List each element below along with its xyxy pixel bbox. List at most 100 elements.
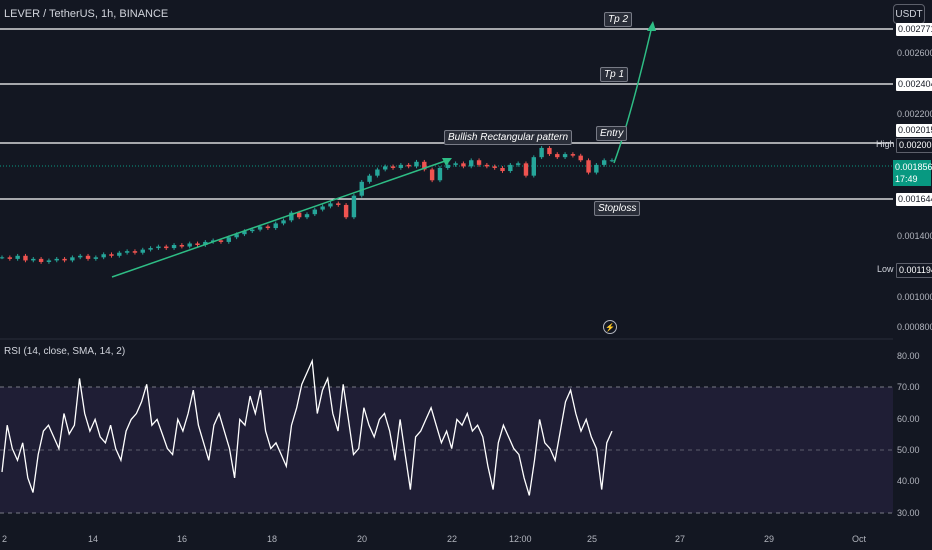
candle-body: [93, 257, 99, 259]
candle-body: [312, 209, 318, 215]
time-tick: 12:00: [509, 534, 532, 544]
time-tick: 29: [764, 534, 775, 544]
candle-body: [398, 164, 404, 168]
candle-body: [289, 212, 294, 221]
candle-body: [195, 243, 200, 246]
candle-body: [70, 257, 75, 261]
candle-body: [609, 160, 615, 162]
candle-body: [242, 231, 247, 235]
lightning-icon[interactable]: ⚡: [603, 320, 617, 334]
candle-body: [54, 258, 59, 261]
stoploss-price-tag: 0.001644: [896, 193, 932, 206]
rsi-title[interactable]: RSI (14, close, SMA, 14, 2): [4, 346, 126, 357]
rsi-tick: 70.00: [897, 382, 920, 392]
candle-body: [296, 212, 302, 218]
rsi-tick: 30.00: [897, 508, 920, 518]
candle-body: [547, 147, 552, 155]
rsi-band: [0, 387, 893, 513]
low-label: Low: [877, 264, 894, 274]
tp2-price-tag: 0.002771: [896, 23, 932, 36]
time-tick: 25: [587, 534, 598, 544]
symbol-title[interactable]: LEVER / TetherUS, 1h, BINANCE: [4, 8, 169, 20]
candle-body: [179, 245, 185, 247]
rsi-tick: 60.00: [897, 414, 920, 424]
candle-body: [500, 167, 505, 172]
candle-body: [453, 163, 458, 165]
candle-body: [328, 203, 333, 207]
candle-body: [164, 246, 169, 249]
candle-body: [562, 154, 568, 158]
candle-body: [343, 204, 349, 218]
candle-body: [265, 226, 271, 229]
candle-body: [492, 166, 497, 168]
tp2-annotation[interactable]: Tp 2: [604, 12, 633, 27]
currency-button[interactable]: USDT: [893, 4, 925, 24]
candle-body: [234, 234, 239, 238]
candle-body: [406, 164, 411, 167]
candle-body: [31, 258, 36, 261]
price-tick: 0.001000: [897, 292, 932, 302]
candle-body: [437, 167, 443, 181]
projection-arrow: [613, 25, 653, 164]
candle-body: [117, 252, 122, 256]
candle-body: [124, 251, 130, 253]
candle-body: [429, 169, 435, 181]
high-label: High: [876, 139, 895, 149]
candle-body: [375, 169, 380, 176]
price-tick: 0.001400: [897, 231, 932, 241]
candle-body: [422, 161, 427, 170]
candle-body: [171, 245, 177, 249]
candles-group: [0, 146, 615, 264]
candle-body: [0, 257, 5, 259]
pattern-trend-arrow: [111, 159, 449, 278]
rsi-line: [1, 358, 613, 496]
candle-body: [273, 223, 278, 229]
pattern-trend-arrowhead: [442, 158, 452, 166]
candle-body: [461, 163, 466, 167]
candle-body: [367, 175, 372, 182]
rsi-tick: 80.00: [897, 351, 920, 361]
time-tick: 20: [357, 534, 368, 544]
candle-body: [539, 147, 544, 158]
time-tick: 22: [447, 534, 458, 544]
candle-body: [148, 248, 153, 250]
candle-body: [78, 255, 83, 258]
candle-body: [226, 237, 231, 242]
candle-body: [555, 154, 560, 158]
candle-body: [414, 161, 419, 167]
candle-body: [203, 241, 208, 246]
candle-body: [320, 206, 325, 210]
tp1-annotation[interactable]: Tp 1: [600, 67, 629, 82]
time-tick: 27: [675, 534, 686, 544]
bar-countdown: 17:49: [895, 174, 918, 184]
rsi-tick: 40.00: [897, 476, 920, 486]
candle-body: [132, 251, 138, 253]
candle-body: [359, 181, 364, 196]
candle-body: [351, 195, 357, 218]
candle-body: [85, 255, 91, 259]
candle-body: [156, 246, 161, 249]
candle-body: [336, 203, 341, 205]
candle-body: [109, 254, 114, 256]
stoploss-annotation[interactable]: Stoploss: [594, 201, 641, 216]
pattern-annotation[interactable]: Bullish Rectangular pattern: [444, 130, 573, 145]
candle-body: [15, 255, 20, 259]
candle-body: [469, 160, 474, 167]
candle-body: [586, 160, 591, 173]
candle-body: [390, 166, 396, 168]
candle-body: [281, 220, 286, 224]
candle-body: [23, 255, 28, 261]
candle-body: [257, 226, 263, 230]
candle-body: [218, 240, 224, 242]
price-tick: 0.002600: [897, 48, 932, 58]
entry-annotation[interactable]: Entry: [596, 126, 628, 141]
candle-body: [484, 164, 490, 167]
price-tick: 0.002200: [897, 109, 932, 119]
candle-body: [570, 154, 576, 156]
candle-body: [476, 160, 482, 165]
candle-body: [531, 157, 536, 176]
time-tick: 16: [177, 534, 188, 544]
candle-body: [187, 243, 192, 247]
rsi-tick: 50.00: [897, 445, 920, 455]
